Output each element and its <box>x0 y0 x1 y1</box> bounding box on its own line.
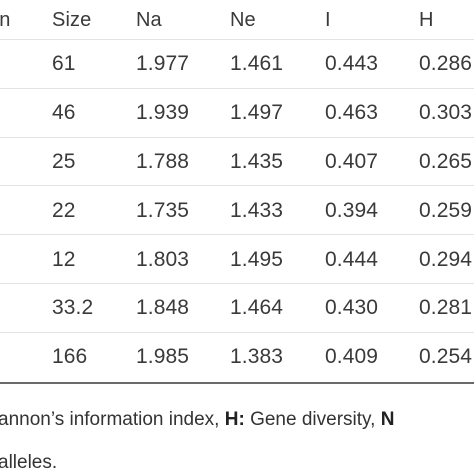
cell-size: 12 <box>52 247 76 271</box>
row-divider <box>0 87 474 89</box>
cell-na: 1.985 <box>136 345 190 369</box>
cell-h: 0.286 <box>419 52 473 76</box>
cell-h: 0.303 <box>419 101 473 125</box>
cell-ne: 1.497 <box>230 101 284 125</box>
cell-ne: 1.495 <box>230 247 284 271</box>
row-divider <box>0 283 474 284</box>
table-row: 25 1.788 1.435 0.407 0.265 <box>0 138 474 187</box>
cell-h: 0.254 <box>419 345 473 369</box>
row-divider <box>0 234 474 236</box>
header-i: I <box>325 8 331 31</box>
header-size: Size <box>52 8 92 31</box>
cell-ne: 1.461 <box>230 52 284 76</box>
cell-i: 0.463 <box>325 101 379 125</box>
cell-i: 0.430 <box>325 296 379 320</box>
footnote-h-definition: Gene diversity, <box>244 409 381 430</box>
row-divider <box>0 185 474 187</box>
table-row: 22 1.735 1.433 0.394 0.259 <box>0 186 474 235</box>
cell-size: 46 <box>52 101 76 125</box>
cell-h: 0.294 <box>419 247 473 271</box>
header-divider <box>0 39 474 40</box>
cell-na: 1.735 <box>136 198 190 222</box>
cell-size: 61 <box>52 52 76 76</box>
footnote-h-key: H: <box>224 409 245 430</box>
footnote-next-key: N <box>380 409 395 430</box>
cell-i: 0.409 <box>325 345 379 369</box>
cell-na: 1.939 <box>136 101 190 125</box>
row-divider <box>0 331 474 333</box>
cell-h: 0.265 <box>419 149 473 173</box>
cell-na: 1.848 <box>136 296 190 320</box>
cell-i: 0.444 <box>325 247 379 271</box>
table-row: 12 1.803 1.495 0.444 0.294 <box>0 235 474 284</box>
header-ne: Ne <box>230 8 256 31</box>
cell-i: 0.443 <box>325 52 379 76</box>
cell-i: 0.394 <box>325 198 379 222</box>
cell-i: 0.407 <box>325 149 379 173</box>
table-row: 46 1.939 1.497 0.463 0.303 <box>0 89 474 138</box>
cell-na: 1.977 <box>136 52 190 76</box>
cell-na: 1.788 <box>136 149 190 173</box>
cell-size: 33.2 <box>52 296 94 320</box>
footnote-line-1: annon’s information index, H: Gene diver… <box>0 404 394 435</box>
cell-h: 0.281 <box>419 296 473 320</box>
row-divider <box>0 136 474 138</box>
cell-ne: 1.464 <box>230 296 284 320</box>
table-bottom-rule <box>0 382 474 384</box>
cell-ne: 1.433 <box>230 198 284 222</box>
header-h: H <box>419 8 434 31</box>
table-header-row: on Size Na Ne I H <box>0 0 474 40</box>
cell-size: 166 <box>52 345 88 369</box>
cell-ne: 1.435 <box>230 149 284 173</box>
header-na: Na <box>136 8 162 31</box>
table-row: 33.2 1.848 1.464 0.430 0.281 <box>0 284 474 333</box>
cell-size: 25 <box>52 149 76 173</box>
footnote-i-definition: annon’s information index, <box>0 409 225 430</box>
cell-h: 0.259 <box>419 198 473 222</box>
footnote-line-2: alleles. <box>0 452 58 473</box>
table-row: 166 1.985 1.383 0.409 0.254 <box>0 333 474 382</box>
cell-na: 1.803 <box>136 247 190 271</box>
header-population: on <box>0 8 11 31</box>
table-row: 61 1.977 1.461 0.443 0.286 <box>0 40 474 89</box>
cell-ne: 1.383 <box>230 345 284 369</box>
cell-size: 22 <box>52 198 76 222</box>
